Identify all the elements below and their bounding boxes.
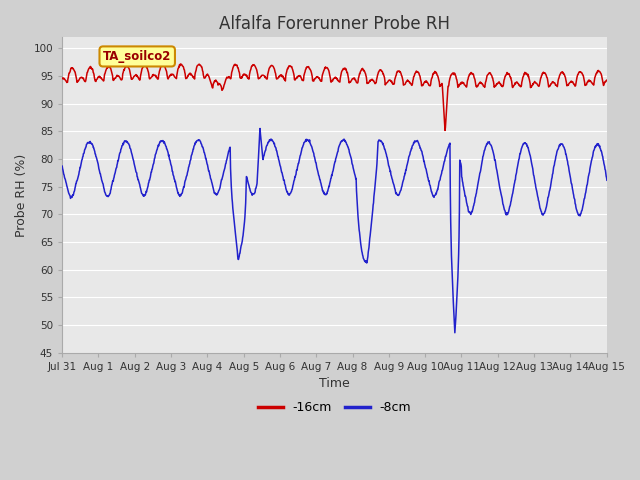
Text: TA_soilco2: TA_soilco2: [103, 50, 172, 63]
Y-axis label: Probe RH (%): Probe RH (%): [15, 154, 28, 237]
Title: Alfalfa Forerunner Probe RH: Alfalfa Forerunner Probe RH: [219, 15, 450, 33]
Legend: -16cm, -8cm: -16cm, -8cm: [253, 396, 416, 419]
X-axis label: Time: Time: [319, 377, 350, 390]
